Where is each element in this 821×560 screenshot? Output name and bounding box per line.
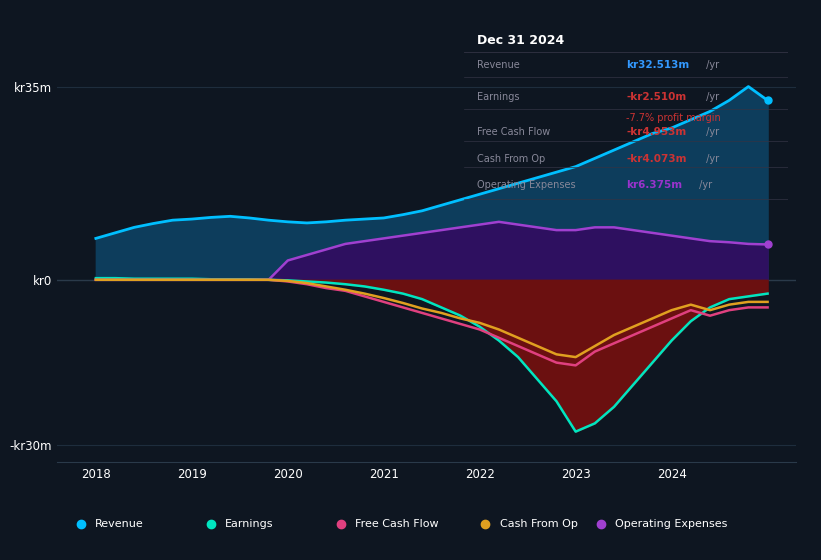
Text: -kr4.073m: -kr4.073m [626,153,686,164]
Text: Earnings: Earnings [225,519,273,529]
Text: kr6.375m: kr6.375m [626,180,682,190]
Text: -kr2.510m: -kr2.510m [626,92,686,102]
Text: /yr: /yr [704,128,719,137]
Text: /yr: /yr [704,153,719,164]
Text: Cash From Op: Cash From Op [500,519,577,529]
Text: -7.7% profit margin: -7.7% profit margin [626,113,721,123]
Text: Free Cash Flow: Free Cash Flow [355,519,438,529]
Text: /yr: /yr [696,180,712,190]
Text: Cash From Op: Cash From Op [477,153,545,164]
Text: Revenue: Revenue [95,519,144,529]
Text: Operating Expenses: Operating Expenses [477,180,576,190]
Text: Operating Expenses: Operating Expenses [615,519,727,529]
Text: /yr: /yr [704,60,719,70]
Text: Earnings: Earnings [477,92,520,102]
Text: Dec 31 2024: Dec 31 2024 [477,34,564,46]
Text: Revenue: Revenue [477,60,520,70]
Text: Free Cash Flow: Free Cash Flow [477,128,550,137]
Text: -kr4.953m: -kr4.953m [626,128,686,137]
Text: kr32.513m: kr32.513m [626,60,690,70]
Text: /yr: /yr [704,92,719,102]
